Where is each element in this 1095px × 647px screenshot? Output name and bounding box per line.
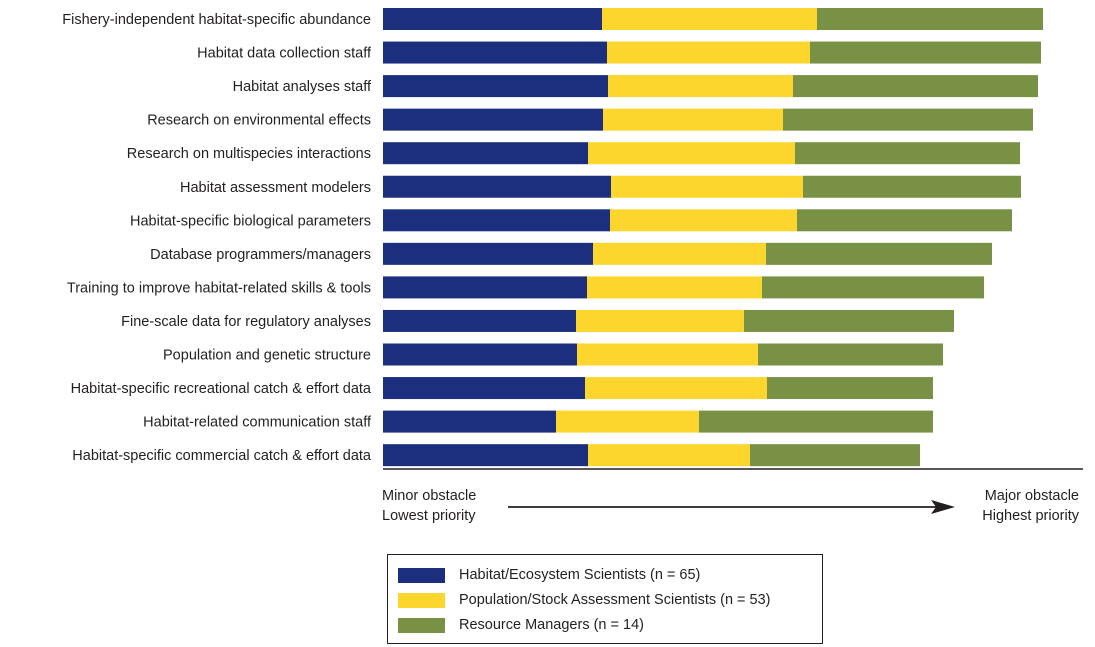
category-label-population-and-genetic-structure: Population and genetic structure: [163, 348, 371, 364]
legend-label-stock-assessment-scientists: Population/Stock Assessment Scientists (…: [459, 592, 771, 608]
bar-population-and-genetic-structure-series-2: [758, 343, 943, 366]
category-label-habitat-related-communication-staff: Habitat-related communication staff: [143, 415, 372, 431]
right-label-line2: Highest priority: [982, 508, 1079, 524]
bar-habitat-specific-recreational-catch-effort-data-series-0: [383, 377, 585, 400]
category-label-habitat-specific-recreational-catch-effort-data: Habitat-specific recreational catch & ef…: [71, 381, 372, 397]
bar-habitat-assessment-modelers-series-2: [803, 175, 1021, 198]
category-labels: Fishery-independent habitat-specific abu…: [62, 12, 372, 464]
bar-population-and-genetic-structure-series-0: [383, 343, 577, 366]
bar-research-on-environmental-effects-series-2: [783, 108, 1033, 131]
left-label-line2: Lowest priority: [382, 508, 476, 524]
legend-item-habitat-scientists: Habitat/Ecosystem Scientists (n = 65): [398, 565, 700, 585]
bar-habitat-specific-recreational-catch-effort-data-series-1: [585, 377, 767, 400]
legend-item-stock-assessment-scientists: Population/Stock Assessment Scientists (…: [398, 590, 771, 610]
bar-habitat-data-collection-staff-series-1: [607, 41, 810, 64]
bar-fine-scale-data-for-regulatory-analyses-series-0: [383, 309, 576, 332]
bar-habitat-assessment-modelers-series-1: [611, 175, 803, 198]
bar-habitat-specific-biological-parameters-series-1: [610, 209, 797, 232]
category-label-habitat-specific-commercial-catch-effort-data: Habitat-specific commercial catch & effo…: [72, 448, 372, 464]
bar-habitat-analyses-staff-series-1: [608, 75, 793, 98]
bar-fine-scale-data-for-regulatory-analyses-series-2: [744, 309, 954, 332]
bar-fishery-independent-habitat-specific-abundance-series-2: [817, 8, 1043, 30]
legend-swatch-resource-managers: [398, 617, 445, 633]
bar-research-on-environmental-effects-series-0: [383, 108, 603, 131]
bar-database-programmers-managers-series-1: [593, 242, 766, 265]
category-label-habitat-specific-biological-parameters: Habitat-specific biological parameters: [130, 213, 371, 229]
bars-group: [383, 8, 1043, 467]
bar-habitat-specific-biological-parameters-series-0: [383, 209, 610, 232]
category-label-habitat-assessment-modelers: Habitat assessment modelers: [180, 180, 371, 196]
bar-population-and-genetic-structure-series-1: [577, 343, 758, 366]
left-label-line1: Minor obstacle: [382, 488, 477, 504]
bar-fishery-independent-habitat-specific-abundance-series-1: [602, 8, 817, 30]
bar-research-on-multispecies-interactions-series-2: [795, 142, 1020, 165]
bar-training-to-improve-habitat-related-skills-tools-series-1: [587, 276, 762, 299]
legend-item-resource-managers: Resource Managers (n = 14): [398, 615, 644, 635]
bar-habitat-specific-commercial-catch-effort-data-series-0: [383, 444, 588, 467]
category-label-habitat-data-collection-staff: Habitat data collection staff: [197, 46, 372, 62]
category-label-fine-scale-data-for-regulatory-analyses: Fine-scale data for regulatory analyses: [121, 314, 371, 330]
bar-fishery-independent-habitat-specific-abundance-series-0: [383, 8, 602, 30]
bar-research-on-environmental-effects-series-1: [603, 108, 783, 131]
bar-research-on-multispecies-interactions-series-0: [383, 142, 588, 165]
bar-fine-scale-data-for-regulatory-analyses-series-1: [576, 309, 744, 332]
major-obstacle-label: Major obstacle Highest priority: [982, 486, 1079, 526]
bar-habitat-specific-commercial-catch-effort-data-series-1: [588, 444, 750, 467]
scale-arrow-head: [931, 500, 955, 514]
bar-database-programmers-managers-series-0: [383, 242, 593, 265]
bar-habitat-related-communication-staff-series-1: [556, 410, 699, 433]
legend-label-habitat-scientists: Habitat/Ecosystem Scientists (n = 65): [459, 567, 701, 583]
category-label-habitat-analyses-staff: Habitat analyses staff: [233, 79, 372, 95]
category-label-database-programmers-managers: Database programmers/managers: [150, 247, 371, 263]
bar-habitat-specific-recreational-catch-effort-data-series-2: [767, 377, 933, 400]
bar-habitat-specific-biological-parameters-series-2: [797, 209, 1012, 232]
category-label-research-on-multispecies-interactions: Research on multispecies interactions: [127, 146, 371, 162]
bar-research-on-multispecies-interactions-series-1: [588, 142, 795, 165]
bar-habitat-analyses-staff-series-0: [383, 75, 608, 98]
bar-habitat-specific-commercial-catch-effort-data-series-2: [750, 444, 920, 467]
bar-habitat-assessment-modelers-series-0: [383, 175, 611, 198]
category-label-training-to-improve-habitat-related-skills-tools: Training to improve habitat-related skil…: [67, 280, 371, 296]
bar-training-to-improve-habitat-related-skills-tools-series-2: [762, 276, 984, 299]
bar-habitat-related-communication-staff-series-2: [699, 410, 933, 433]
legend-swatch-stock-assessment-scientists: [398, 592, 445, 608]
bar-training-to-improve-habitat-related-skills-tools-series-0: [383, 276, 587, 299]
bar-habitat-data-collection-staff-series-0: [383, 41, 607, 64]
bar-habitat-data-collection-staff-series-2: [810, 41, 1041, 64]
legend-label-resource-managers: Resource Managers (n = 14): [459, 617, 644, 633]
legend: Habitat/Ecosystem Scientists (n = 65) Po…: [387, 554, 823, 644]
bar-habitat-related-communication-staff-series-0: [383, 410, 556, 433]
category-label-fishery-independent-habitat-specific-abundance: Fishery-independent habitat-specific abu…: [62, 12, 371, 28]
legend-swatch-habitat-scientists: [398, 567, 445, 583]
right-label-line1: Major obstacle: [984, 488, 1079, 504]
bar-habitat-analyses-staff-series-2: [793, 75, 1038, 98]
category-label-research-on-environmental-effects: Research on environmental effects: [147, 113, 371, 129]
bar-database-programmers-managers-series-2: [766, 242, 992, 265]
minor-obstacle-label: Minor obstacle Lowest priority: [382, 486, 476, 526]
